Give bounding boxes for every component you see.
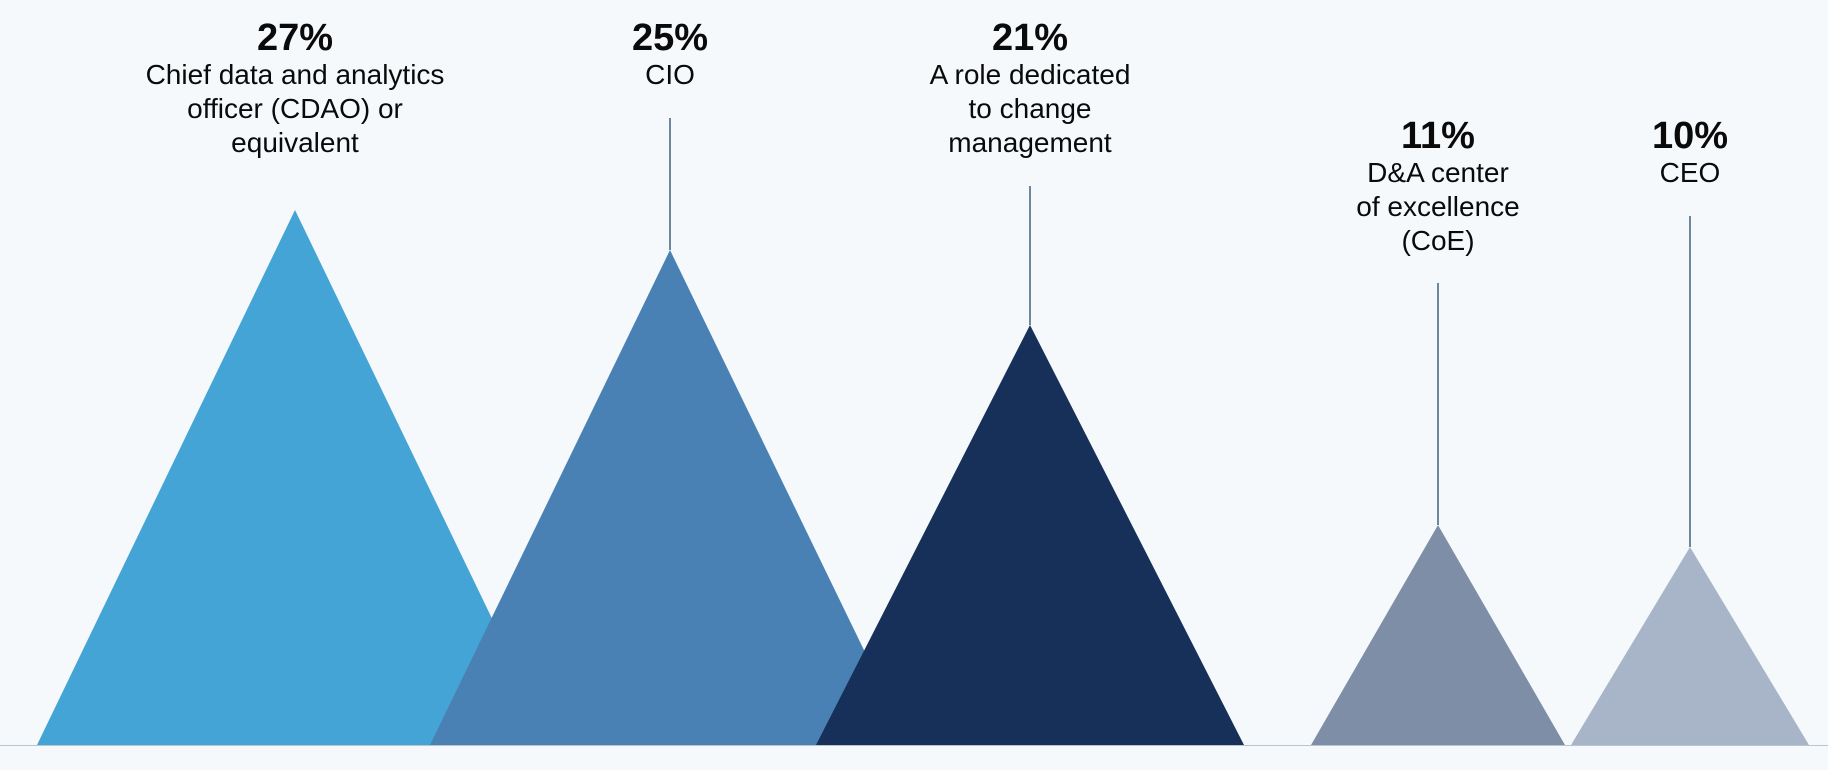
mountain-chart: 27%Chief data and analyticsofficer (CDAO… <box>0 0 1828 770</box>
peak-percent: 27% <box>257 17 333 59</box>
peak-label-line: Chief data and analytics <box>146 59 445 90</box>
peak-label-line: management <box>948 127 1112 158</box>
peak-label-line: of excellence <box>1356 191 1519 222</box>
peak-label-line: CIO <box>645 59 695 90</box>
peak-label-line: officer (CDAO) or <box>187 93 403 124</box>
peak-percent: 25% <box>632 17 708 59</box>
peak-percent: 21% <box>992 17 1068 59</box>
peak-label-line: CEO <box>1660 157 1721 188</box>
peak-label-line: (CoE) <box>1401 225 1474 256</box>
peak-label-line: A role dedicated <box>930 59 1131 90</box>
peak-percent: 10% <box>1652 115 1728 157</box>
peak-percent: 11% <box>1401 115 1475 157</box>
peak-label-line: D&A center <box>1367 157 1509 188</box>
peak-label-line: equivalent <box>231 127 359 158</box>
peak-label-line: to change <box>969 93 1092 124</box>
